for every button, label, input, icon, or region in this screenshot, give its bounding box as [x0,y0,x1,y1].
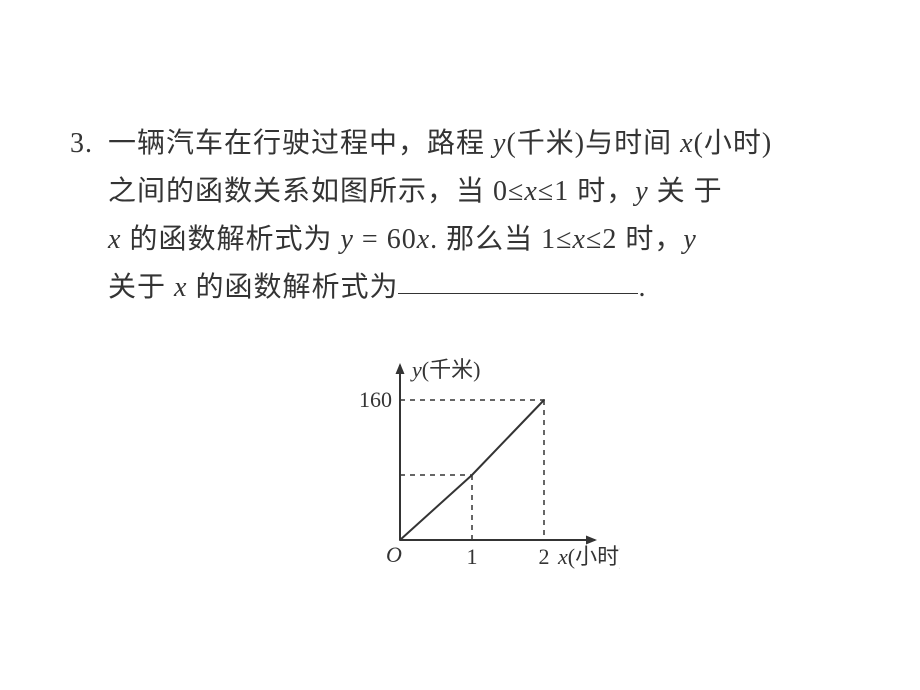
var-y: y [635,176,648,207]
svg-text:O: O [386,542,402,567]
text-line-1: 3.一辆汽车在行驶过程中，路程 y(千米)与时间 x(小时) [70,120,870,168]
eq-x: x [417,224,430,255]
var-x: x [108,224,121,255]
eq-sign: = [354,224,387,255]
le: ≤ [538,176,554,207]
text: 关 于 [649,176,723,207]
var-x: x [524,176,537,207]
num-1: 1 [554,176,569,207]
text: 关于 [108,272,174,303]
eq-y: y [340,224,353,255]
text: . [638,272,646,303]
num-2: 2 [602,224,617,255]
text: 的函数解析式为 [121,224,340,255]
text-line-2: 之间的函数关系如图所示，当 0≤x≤1 时，y 关 于 [70,168,870,216]
eq-60: 60 [387,224,417,255]
problem-text: 3.一辆汽车在行驶过程中，路程 y(千米)与时间 x(小时) 之间的函数关系如图… [70,120,870,312]
var-y: y [683,224,696,255]
text: 一辆汽车在行驶过程中，路程 [108,128,493,159]
svg-text:160: 160 [359,387,392,412]
var-x: x [174,272,187,303]
svg-text:1: 1 [467,544,478,569]
text: 时， [569,176,635,207]
le: ≤ [586,224,602,255]
text: . 那么当 [430,224,541,255]
var-y: y [493,128,506,159]
text-line-4: 关于 x 的函数解析式为. [70,264,870,312]
unit-y: (千米) [506,128,585,159]
le: ≤ [508,176,524,207]
text: 的函数解析式为 [187,272,398,303]
num-0: 0 [493,176,508,207]
problem-number: 3. [70,120,108,168]
text-line-3: x 的函数解析式为 y = 60x. 那么当 1≤x≤2 时，y [70,216,870,264]
answer-blank [398,293,638,294]
page: 3.一辆汽车在行驶过程中，路程 y(千米)与时间 x(小时) 之间的函数关系如图… [0,0,920,690]
unit-x: (小时) [694,128,773,159]
le: ≤ [556,224,572,255]
distance-time-chart: y(千米) 160 O 1 2 x(小时) [310,345,620,575]
svg-text:x(小时): x(小时) [557,544,620,569]
var-x: x [680,128,693,159]
svg-text:2: 2 [539,544,550,569]
num-1: 1 [541,224,556,255]
svg-text:y(千米): y(千米) [410,357,480,382]
text: 时， [617,224,683,255]
text: 与时间 [585,128,680,159]
var-x: x [573,224,586,255]
text: 之间的函数关系如图所示，当 [108,176,493,207]
